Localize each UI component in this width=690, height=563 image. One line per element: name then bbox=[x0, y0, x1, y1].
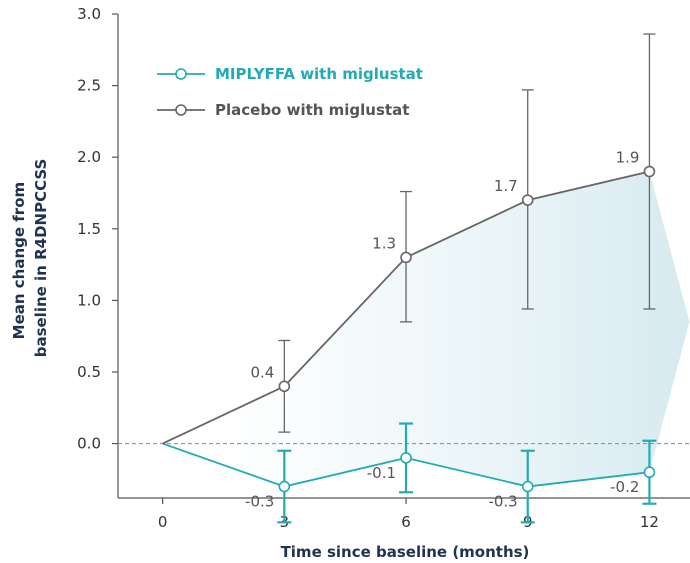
data-point-placebo bbox=[278, 380, 291, 393]
legend-marker-miplyffa bbox=[175, 68, 187, 80]
y-tick-label: 0.0 bbox=[77, 435, 101, 453]
legend-marker-placebo bbox=[175, 104, 187, 116]
x-tick-label: 0 bbox=[158, 513, 168, 531]
difference-area bbox=[162, 171, 690, 487]
data-point-placebo bbox=[521, 194, 534, 206]
data-label-miplyffa: -0.3 bbox=[488, 493, 517, 511]
data-point-placebo bbox=[400, 251, 412, 264]
y-axis-title-line-2: baseline in R4DNPCCSS bbox=[32, 159, 50, 358]
x-axis-title: Time since baseline (months) bbox=[281, 543, 530, 561]
series-placebo: 0.4 1.3 1.7 1.9 bbox=[162, 33, 656, 445]
y-tick-label: 3.0 bbox=[77, 5, 101, 23]
y-tick-label: 2.0 bbox=[77, 148, 101, 166]
difference-shading bbox=[162, 171, 690, 487]
data-point-miplyffa bbox=[400, 452, 412, 464]
y-axis-title-line-1: Mean change from bbox=[10, 182, 28, 340]
x-tick-label: 6 bbox=[401, 513, 411, 531]
data-label-miplyffa: -0.3 bbox=[245, 493, 274, 511]
data-point-miplyffa bbox=[643, 466, 656, 479]
data-label-miplyffa: -0.1 bbox=[367, 464, 396, 482]
series-miplyffa: -0.3 -0.1 -0.3 -0.2 bbox=[162, 422, 657, 524]
series-layer: -0.3 -0.1 -0.3 -0.2 0.4 1.3 1.7 1.9 bbox=[162, 33, 657, 524]
data-label-placebo: 1.3 bbox=[372, 234, 396, 252]
data-label-placebo: 0.4 bbox=[250, 363, 274, 381]
legend-label-miplyffa: MIPLYFFA with miglustat bbox=[215, 65, 423, 83]
y-tick-label: 1.5 bbox=[77, 220, 101, 238]
data-label-placebo: 1.7 bbox=[494, 177, 518, 195]
data-label-miplyffa: -0.2 bbox=[610, 478, 639, 496]
x-tick-label: 12 bbox=[640, 513, 659, 531]
y-tick-label: 2.5 bbox=[77, 77, 101, 95]
y-tick-label: 0.5 bbox=[77, 363, 101, 381]
y-axis-title: Mean change from baseline in R4DNPCCSS bbox=[10, 159, 50, 358]
legend-label-placebo: Placebo with miglustat bbox=[215, 101, 409, 119]
data-point-miplyffa bbox=[278, 480, 291, 493]
legend: MIPLYFFA with miglustat Placebo with migl… bbox=[157, 65, 423, 119]
y-tick-label: 1.0 bbox=[77, 291, 101, 309]
data-point-placebo bbox=[643, 165, 656, 178]
data-point-miplyffa bbox=[521, 480, 534, 493]
data-label-placebo: 1.9 bbox=[616, 149, 640, 167]
